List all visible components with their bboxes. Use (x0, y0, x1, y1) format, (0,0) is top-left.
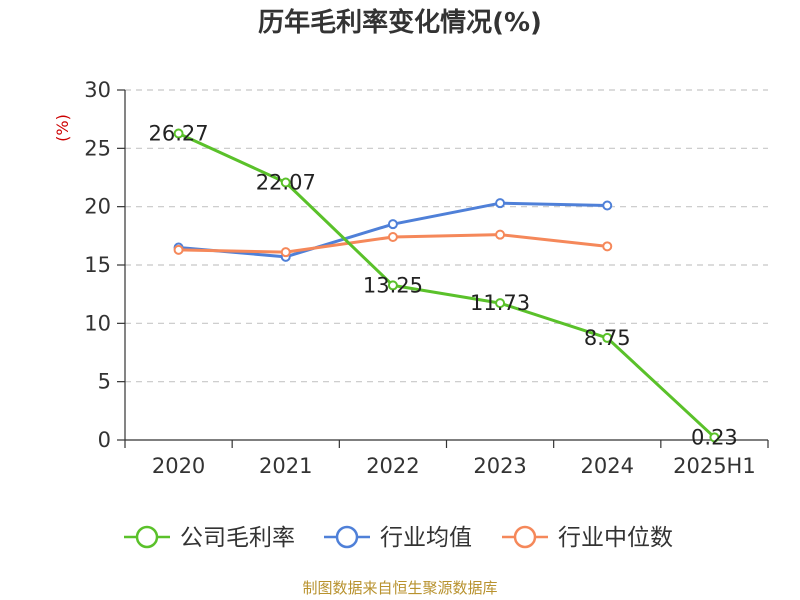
data-point (602, 332, 613, 343)
data-label: 8.75 (584, 326, 631, 350)
y-tick-label: 0 (98, 428, 111, 452)
y-tick-label: 10 (84, 311, 111, 335)
y-tick-label: 5 (98, 370, 111, 394)
data-point (709, 432, 720, 443)
source-note: 制图数据来自恒生聚源数据库 (302, 579, 498, 597)
legend-label: 行业中位数 (558, 525, 673, 551)
x-tick-label: 2021 (259, 454, 312, 478)
data-point (495, 229, 506, 240)
axes: 0 5 10 15 20 25 30 (%) 2020 2021 2022 2023 2024 2025H… (53, 78, 769, 478)
legend-label: 公司毛利率 (180, 525, 295, 551)
x-tick-label: 2024 (581, 454, 634, 478)
x-tick-label: 2020 (152, 454, 205, 478)
chart-title: 历年毛利率变化情况(%) (258, 8, 542, 38)
legend: 公司毛利率 行业均值 行业中位数 (124, 525, 673, 551)
legend-label: 行业均值 (380, 525, 472, 551)
legend-swatch-marker (135, 525, 159, 549)
data-point (173, 244, 184, 255)
data-label: 22.07 (256, 171, 316, 195)
data-point (602, 200, 613, 211)
legend-swatch-marker (335, 525, 359, 549)
x-tick-label: 2022 (366, 454, 419, 478)
data-label: 13.25 (363, 273, 423, 297)
data-label: 0.23 (691, 425, 738, 449)
data-point (387, 280, 398, 291)
data-point (280, 247, 291, 258)
y-tick-label: 20 (84, 195, 111, 219)
grid-lines (125, 89, 768, 383)
data-point (387, 219, 398, 230)
x-tick-label: 2023 (473, 454, 526, 478)
y-tick-label: 30 (84, 78, 111, 102)
data-label: 11.73 (470, 291, 530, 315)
data-point (602, 241, 613, 252)
series-line-0 (177, 132, 716, 439)
data-point (387, 232, 398, 242)
data-point (280, 177, 291, 188)
legend-swatch-marker (513, 525, 537, 549)
data-point (495, 298, 506, 309)
x-tick-label: 2025H1 (673, 454, 756, 478)
data-labels: 26.27 22.07 13.25 11.73 8.75 0.23 (149, 122, 738, 450)
data-point (495, 198, 506, 209)
data-label: 26.27 (149, 122, 209, 146)
data-point (173, 128, 184, 139)
y-tick-label: 15 (84, 253, 111, 277)
series-line-1 (177, 201, 609, 259)
y-axis-unit-label: (%) (53, 114, 72, 142)
y-tick-label: 25 (84, 136, 111, 160)
series-lines (173, 128, 720, 443)
